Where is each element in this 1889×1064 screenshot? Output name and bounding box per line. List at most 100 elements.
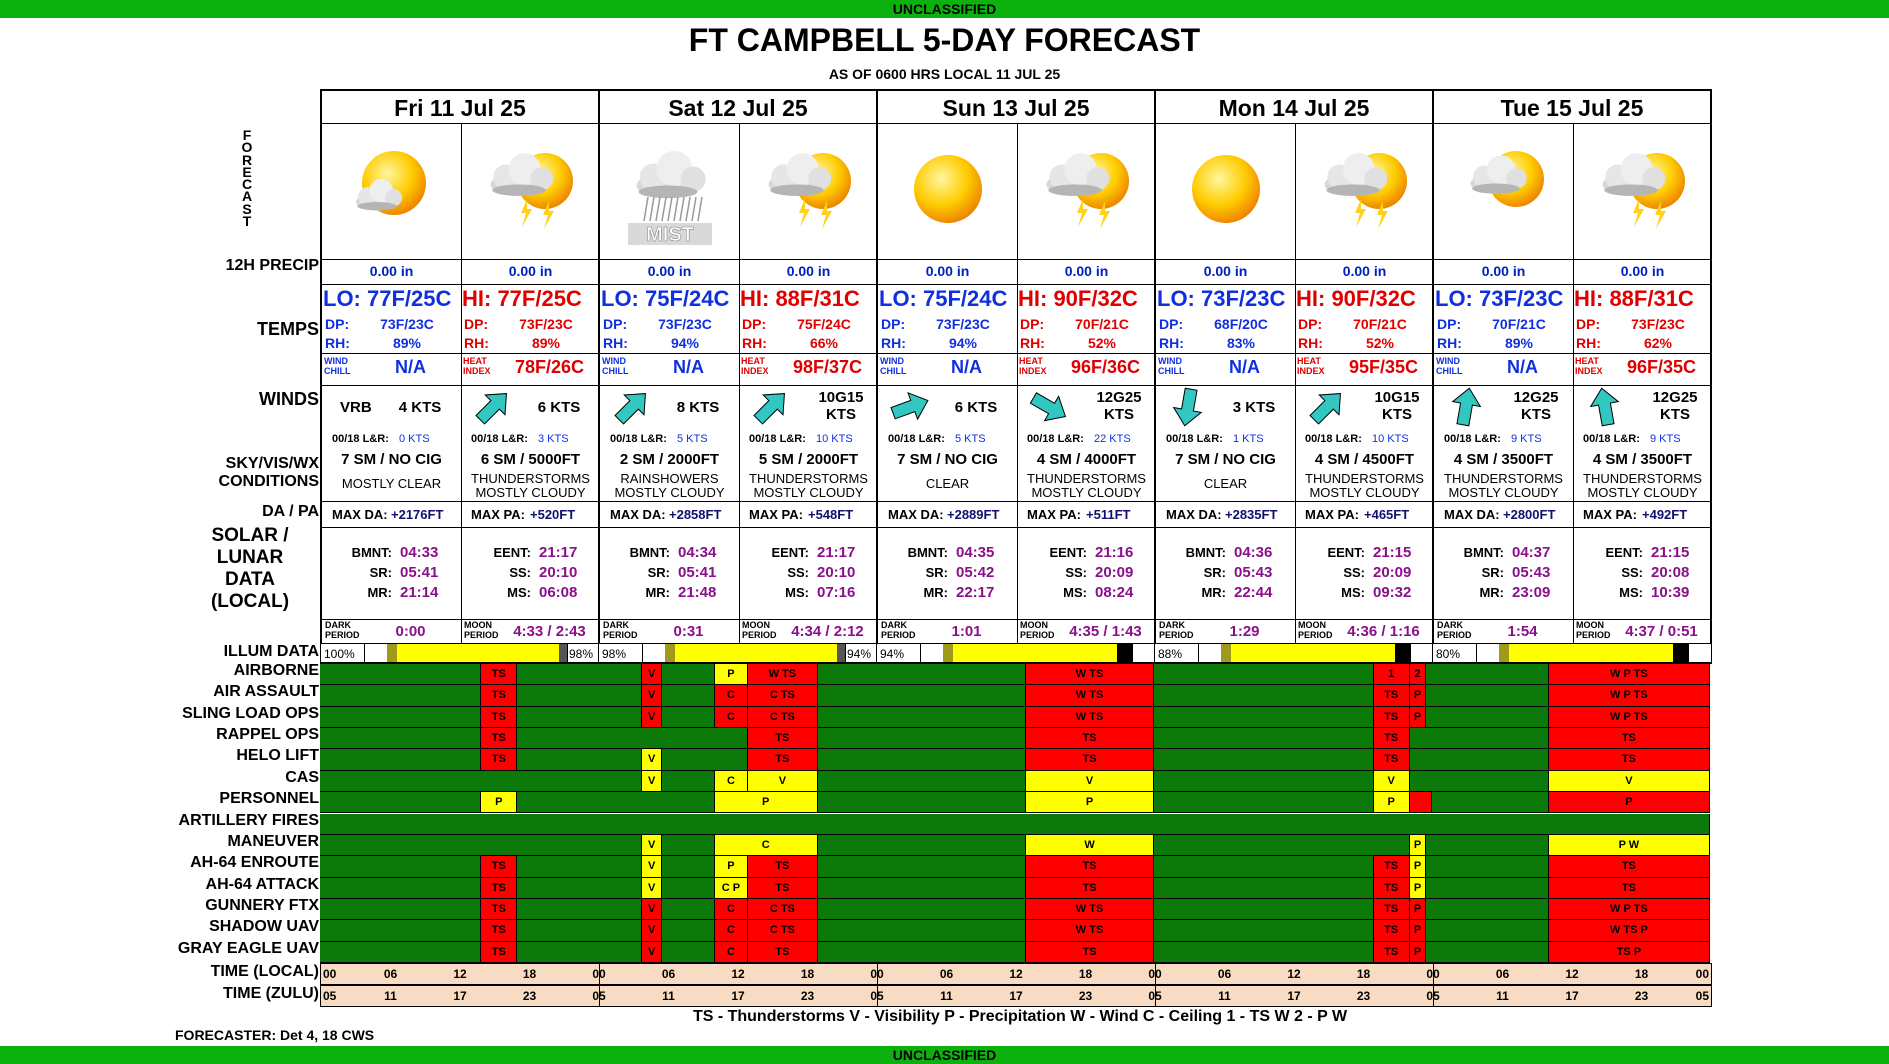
rh-value: 52% — [1087, 335, 1117, 351]
da-label: MAX PA: — [1027, 507, 1081, 522]
period-label: PERIOD — [464, 630, 499, 640]
page-subtitle: AS OF 0600 HRS LOCAL 11 JUL 25 — [828, 66, 1061, 82]
ops-condition-cell — [1154, 706, 1374, 729]
ops-condition-cell — [1426, 685, 1549, 707]
ops-condition-cell — [320, 728, 482, 750]
ops-condition-cell: C — [714, 834, 818, 857]
temp-lohi: HI: 77F/25C — [462, 286, 582, 311]
divider — [878, 619, 1154, 620]
solar-value: 05:42 — [956, 564, 995, 581]
period-value: 1:01 — [951, 623, 982, 640]
da-label: MAX DA: — [332, 507, 388, 522]
divider — [1434, 353, 1710, 354]
solar-value: 21:17 — [539, 544, 578, 561]
ops-condition-cell: TS — [1548, 877, 1710, 899]
ops-condition-cell — [661, 877, 715, 899]
ops-condition-cell: W TS — [1026, 664, 1154, 686]
solar-value: 05:41 — [400, 564, 439, 581]
da-label: MAX DA: — [1444, 507, 1500, 522]
weather-line-1: THUNDERSTORMS — [1583, 471, 1702, 486]
sky-condition: 4 SM / 3500FT — [1592, 451, 1693, 468]
ops-condition-cell: TS — [481, 877, 518, 899]
ops-condition-cell — [517, 920, 643, 942]
divider — [600, 619, 876, 620]
divider — [1434, 259, 1710, 260]
divider — [600, 284, 876, 285]
rh-value: 89% — [1504, 335, 1534, 351]
weather-line-1: THUNDERSTORMS — [749, 471, 868, 486]
rh-label: RH: — [742, 335, 767, 351]
time-zulu-tick: 23 — [1356, 989, 1371, 1003]
illum-dark — [1499, 644, 1509, 662]
divider — [1434, 123, 1710, 124]
period-label: PERIOD — [1020, 630, 1055, 640]
classification-banner-top: UNCLASSIFIED — [0, 0, 1889, 18]
divider — [1156, 619, 1432, 620]
wind-arrow-icon — [1166, 387, 1210, 427]
ops-condition-cell: TS — [1373, 898, 1410, 921]
temp-lohi: LO: 75F/24C — [601, 286, 730, 311]
ops-condition-cell — [661, 706, 715, 729]
thunderstorm-sun-icon — [739, 123, 878, 259]
ops-condition-cell: C — [714, 685, 749, 707]
da-label: MAX DA: — [888, 507, 944, 522]
ops-condition-cell — [817, 877, 1027, 899]
time-local-tick: 06 — [939, 967, 954, 981]
time-local-tick: 12 — [1287, 967, 1301, 981]
time-local-tick: 00 — [867, 967, 887, 981]
ops-condition-cell: V — [642, 834, 662, 857]
ops-condition-cell: TS — [1026, 941, 1154, 963]
weather-line-2: MOSTLY CLOUDY — [1309, 485, 1420, 500]
period-value: 0:31 — [673, 623, 704, 640]
wind-speed: 6 KTS — [537, 399, 581, 416]
solar-value: 07:16 — [817, 584, 856, 601]
divider — [1155, 986, 1156, 1006]
precip-value: 0.00 in — [786, 263, 831, 279]
index-value: N/A — [951, 357, 982, 377]
ops-condition-cell: P — [1409, 834, 1427, 857]
solar-label: MR: — [367, 585, 392, 600]
index-label: WIND — [324, 356, 348, 366]
divider — [1573, 123, 1574, 645]
ops-condition-cell — [1154, 728, 1374, 750]
ops-condition-cell — [661, 898, 715, 921]
solar-value: 20:08 — [1651, 564, 1690, 581]
day-column: Sun 13 Jul 25 0.00 in LO: 75F/24C DP: 73F/23… — [876, 89, 1156, 664]
ops-condition-cell: C — [714, 706, 749, 729]
xwind-value: 9 KTS — [1511, 433, 1542, 445]
xwind-label: 00/18 L&R: — [1027, 433, 1084, 445]
weather-line-1: CLEAR — [925, 476, 970, 491]
precip-value: 0.00 in — [1481, 263, 1526, 279]
weather-line-2: MOSTLY CLOUDY — [753, 485, 864, 500]
sky-condition: 7 SM / NO CIG — [897, 451, 998, 468]
ops-row-label: SHADOW UAV — [209, 918, 319, 936]
wind-speed: 12G25 KTS — [1096, 389, 1142, 423]
dp-value: 73F/23C — [658, 316, 712, 332]
illum-end-box — [1411, 644, 1433, 662]
solar-value: 21:14 — [400, 584, 439, 601]
ops-condition-cell — [817, 834, 1027, 857]
divider — [1017, 123, 1018, 645]
day-column: Mon 14 Jul 25 0.00 in LO: 73F/23C DP: 68F/20… — [1154, 89, 1434, 664]
time-zulu-tick: 05 — [1695, 989, 1709, 1003]
rh-label: RH: — [881, 335, 906, 351]
ops-condition-cell — [517, 664, 643, 686]
ops-condition-cell: W TS — [1026, 706, 1154, 729]
solar-label: SS: — [509, 565, 531, 580]
ops-row-label: GUNNERY FTX — [205, 896, 319, 914]
solar-row-label-3: DATA — [225, 569, 275, 590]
illum-night — [1117, 644, 1133, 662]
thunderstorm-sun-icon — [1017, 123, 1156, 259]
ops-condition-cell — [661, 685, 715, 707]
dp-label: DP: — [881, 316, 906, 332]
period-label: MOON — [1576, 620, 1604, 630]
ops-condition-cell: C — [714, 898, 749, 921]
solar-row-label-2: LUNAR — [216, 547, 284, 568]
sun-icon — [878, 123, 1017, 259]
ops-condition-cell: TS — [1026, 877, 1154, 899]
illum-gray — [1477, 644, 1499, 662]
divider — [1156, 284, 1432, 285]
solar-label: MS: — [507, 585, 531, 600]
ops-condition-cell: P — [714, 792, 818, 814]
xwind-label: 00/18 L&R: — [610, 433, 667, 445]
